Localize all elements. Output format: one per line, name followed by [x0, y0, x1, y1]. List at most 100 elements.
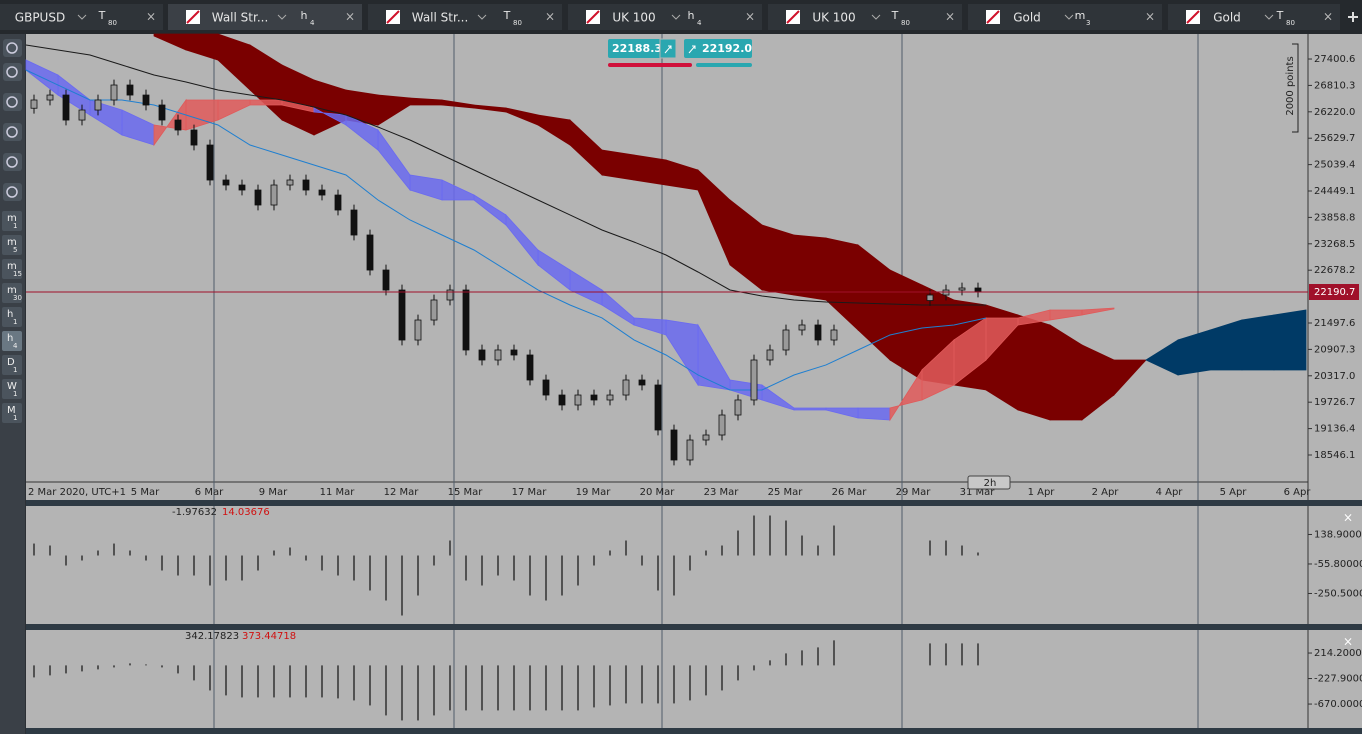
timeframe-button[interactable]: [2, 235, 22, 255]
tab[interactable]: [568, 4, 762, 30]
candle-body: [526, 354, 534, 381]
tab[interactable]: [0, 4, 163, 30]
clouds: [25, 33, 1307, 422]
timeframe-button[interactable]: [2, 283, 22, 303]
y-tick-label: 23858.8: [1314, 212, 1355, 223]
timeframe-button[interactable]: [2, 307, 22, 327]
candle-body: [510, 349, 518, 356]
tab-close[interactable]: ×: [1323, 10, 1333, 24]
panel-close[interactable]: ×: [1343, 635, 1353, 649]
ruler-bracket: [1292, 43, 1299, 133]
timeframe-sub: 1: [13, 390, 17, 398]
tab-dropdown: [77, 14, 87, 20]
timeframe-button[interactable]: [2, 211, 22, 231]
timeframe-button[interactable]: [2, 259, 22, 279]
tab-symbol: Wall Str...: [212, 11, 269, 25]
panel-close[interactable]: ×: [1343, 511, 1353, 525]
last-price-label: 22190.7: [1314, 287, 1355, 298]
candle-body: [446, 289, 454, 301]
timeframe-sub: 15: [13, 270, 22, 278]
y-tick-label: -670.00000: [1314, 699, 1362, 710]
tool-button[interactable]: [3, 153, 22, 171]
sell-arrow[interactable]: [659, 38, 677, 59]
cloud-segment: [1273, 309, 1307, 371]
x-tick-label: 17 Mar: [512, 487, 548, 498]
tool-button[interactable]: [3, 93, 22, 111]
sell-bar: [608, 63, 692, 67]
panel-divider: [26, 500, 1362, 506]
candle-body: [686, 439, 694, 461]
candle-body: [382, 269, 390, 291]
timeframe-button[interactable]: [2, 379, 22, 399]
candle-body: [974, 287, 982, 293]
sell-button[interactable]: [608, 39, 666, 58]
x-tick-label: 15 Mar: [448, 487, 484, 498]
x-tick-label: 19 Mar: [576, 487, 612, 498]
tab-close[interactable]: ×: [1145, 10, 1155, 24]
timeframe-button[interactable]: [2, 403, 22, 423]
tab-icon-slash: [986, 10, 1000, 24]
add-tab: [1348, 12, 1358, 22]
candle-body: [494, 349, 502, 361]
timeframe-button[interactable]: [2, 355, 22, 375]
tab-symbol: Gold: [1013, 11, 1041, 25]
tab-close[interactable]: ×: [345, 10, 355, 24]
timeframe-sub: 1: [13, 414, 17, 422]
candle-body: [142, 94, 150, 106]
last-price-box: [1309, 284, 1359, 301]
y-tick-label: -250.50000: [1314, 588, 1362, 599]
tool-button[interactable]: [3, 183, 22, 201]
y-tick-label: 21497.6: [1314, 318, 1355, 329]
cloud-segment: [601, 149, 635, 181]
osc-area-1: [26, 506, 1362, 624]
cloud-segment: [761, 224, 795, 296]
x-tick-label: 6 Mar: [195, 487, 224, 498]
y-tick-label: 26220.0: [1314, 107, 1355, 118]
tab[interactable]: [368, 4, 562, 30]
tool-icon: [6, 186, 18, 198]
x-tick-label: 5 Mar: [131, 487, 160, 498]
timeframe-button[interactable]: [2, 331, 22, 351]
tab[interactable]: [168, 4, 362, 30]
candle-body: [542, 379, 550, 396]
buy-button[interactable]: [684, 39, 752, 58]
candle-body: [718, 414, 726, 436]
tab-symbol: UK 100: [612, 11, 655, 25]
tab-close[interactable]: ×: [545, 10, 555, 24]
x-tick-label: 1 Apr: [1028, 487, 1056, 498]
tab-timeframe: T: [98, 9, 106, 22]
tab-timeframe: m: [1075, 9, 1086, 22]
timeframe-sub: 30: [13, 294, 22, 302]
tab[interactable]: [968, 4, 1162, 30]
tab-dropdown: [477, 14, 487, 20]
tool-button[interactable]: [3, 63, 22, 81]
candle-body: [638, 379, 646, 386]
tab-close[interactable]: ×: [745, 10, 755, 24]
candle-body: [782, 329, 790, 351]
tab-close[interactable]: ×: [945, 10, 955, 24]
x-tick-label: 6 Apr: [1284, 487, 1312, 498]
y-tick-label: -227.90000: [1314, 674, 1362, 685]
y-tick-label: -55.80000: [1314, 559, 1362, 570]
candle-body: [62, 94, 70, 121]
tab-timeframe-sub: 80: [901, 19, 910, 27]
tab-symbol: GBPUSD: [15, 11, 65, 25]
x-tick-label: 20 Mar: [640, 487, 676, 498]
candle-body: [414, 319, 422, 341]
timeframe-letter: W: [7, 381, 17, 392]
readout: 342.17823: [185, 631, 239, 642]
x-tick-label: 23 Mar: [704, 487, 740, 498]
tool-button[interactable]: [3, 39, 22, 57]
tab-timeframe: h: [301, 9, 308, 22]
tab[interactable]: [768, 4, 962, 30]
tab-close[interactable]: ×: [146, 10, 156, 24]
candle-body: [750, 359, 758, 401]
tool-button[interactable]: [3, 123, 22, 141]
candle-body: [798, 324, 806, 331]
trade-panel: 22188.3 22192.0: [608, 38, 752, 67]
candle-body: [814, 324, 822, 341]
x-tick-label: 2 Mar 2020, UTC+1: [28, 487, 126, 498]
axes: 27400.6 26810.3 26220.0 25629.7 25039.4 24449…: [26, 54, 1359, 498]
